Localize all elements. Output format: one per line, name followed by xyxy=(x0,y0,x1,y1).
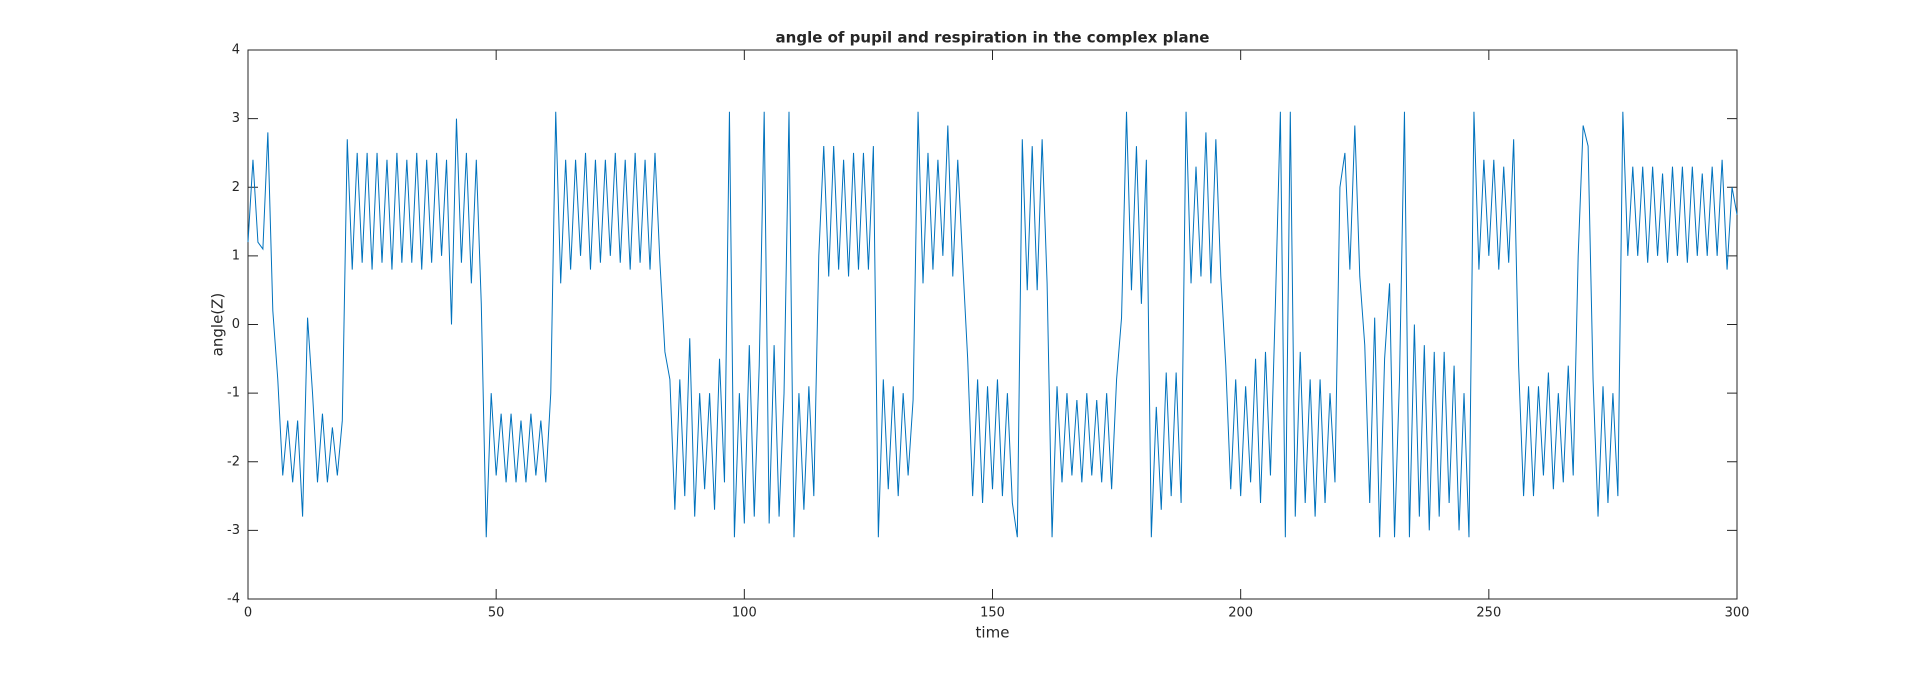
y-tick-label: -1 xyxy=(227,386,240,401)
x-tick-label: 150 xyxy=(980,606,1005,621)
data-line xyxy=(247,111,1738,538)
y-tick-label: -4 xyxy=(227,592,240,607)
x-tick-label: 50 xyxy=(488,606,505,621)
y-tick-label: 4 xyxy=(232,43,240,58)
y-tick-label: 2 xyxy=(232,180,240,195)
y-axis-label: angle(Z) xyxy=(209,293,227,357)
y-tick-label: -2 xyxy=(227,454,240,469)
x-axis-label: time xyxy=(976,624,1010,642)
x-tick-label: 0 xyxy=(244,606,252,621)
y-tick-label: -3 xyxy=(227,523,240,538)
x-tick-label: 100 xyxy=(732,606,757,621)
x-tick-label: 200 xyxy=(1228,606,1253,621)
chart-title: angle of pupil and respiration in the co… xyxy=(776,29,1210,47)
x-tick-label: 250 xyxy=(1476,606,1501,621)
y-tick-label: 1 xyxy=(232,248,240,263)
y-tick-label: 0 xyxy=(232,317,240,332)
y-tick-label: 3 xyxy=(232,111,240,126)
plot-area xyxy=(247,49,1738,600)
x-tick-label: 300 xyxy=(1725,606,1750,621)
